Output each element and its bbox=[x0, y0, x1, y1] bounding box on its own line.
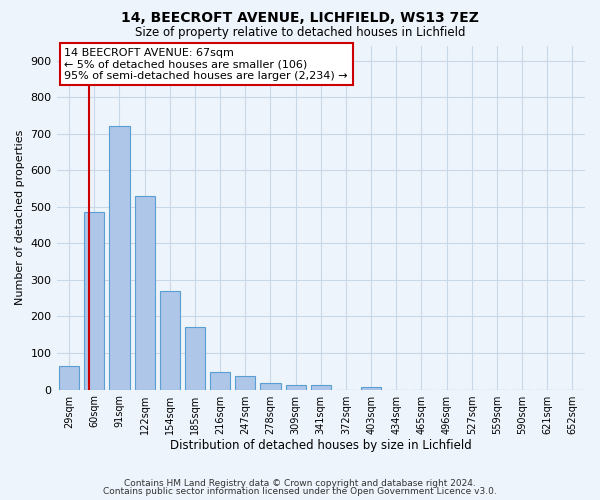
Text: Contains public sector information licensed under the Open Government Licence v3: Contains public sector information licen… bbox=[103, 488, 497, 496]
Bar bbox=[311, 385, 331, 390]
Bar bbox=[361, 387, 381, 390]
Bar bbox=[185, 328, 205, 390]
Text: Contains HM Land Registry data © Crown copyright and database right 2024.: Contains HM Land Registry data © Crown c… bbox=[124, 478, 476, 488]
Text: 14 BEECROFT AVENUE: 67sqm
← 5% of detached houses are smaller (106)
95% of semi-: 14 BEECROFT AVENUE: 67sqm ← 5% of detach… bbox=[64, 48, 348, 81]
Text: 14, BEECROFT AVENUE, LICHFIELD, WS13 7EZ: 14, BEECROFT AVENUE, LICHFIELD, WS13 7EZ bbox=[121, 11, 479, 25]
Bar bbox=[84, 212, 104, 390]
Bar bbox=[260, 383, 281, 390]
Bar bbox=[235, 376, 256, 390]
Text: Size of property relative to detached houses in Lichfield: Size of property relative to detached ho… bbox=[135, 26, 465, 39]
Bar bbox=[59, 366, 79, 390]
X-axis label: Distribution of detached houses by size in Lichfield: Distribution of detached houses by size … bbox=[170, 440, 472, 452]
Bar bbox=[134, 196, 155, 390]
Bar bbox=[160, 291, 180, 390]
Bar bbox=[286, 385, 305, 390]
Bar bbox=[210, 372, 230, 390]
Y-axis label: Number of detached properties: Number of detached properties bbox=[15, 130, 25, 306]
Bar bbox=[109, 126, 130, 390]
